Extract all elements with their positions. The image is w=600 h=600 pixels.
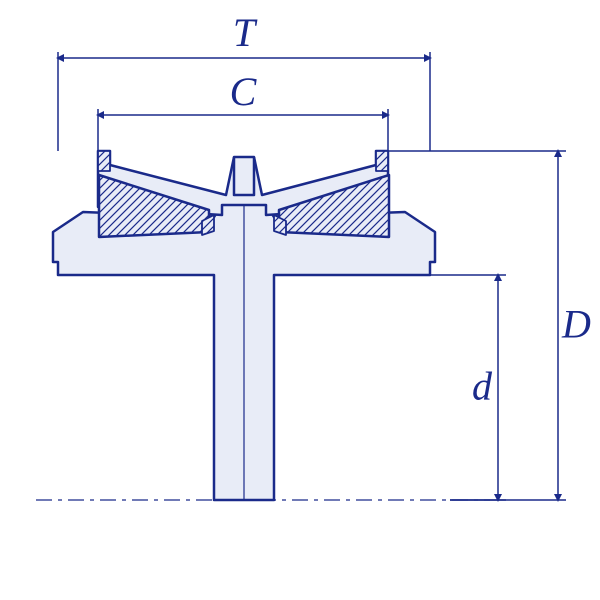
dim-label: C <box>230 69 258 114</box>
bearing-section-diagram: TC Dd <box>0 0 600 600</box>
dim-label: T <box>233 10 258 55</box>
cup-end-hatch <box>376 151 388 171</box>
dim-label: d <box>472 364 493 409</box>
dim-label: D <box>561 302 591 347</box>
cup-end-hatch <box>98 151 110 171</box>
